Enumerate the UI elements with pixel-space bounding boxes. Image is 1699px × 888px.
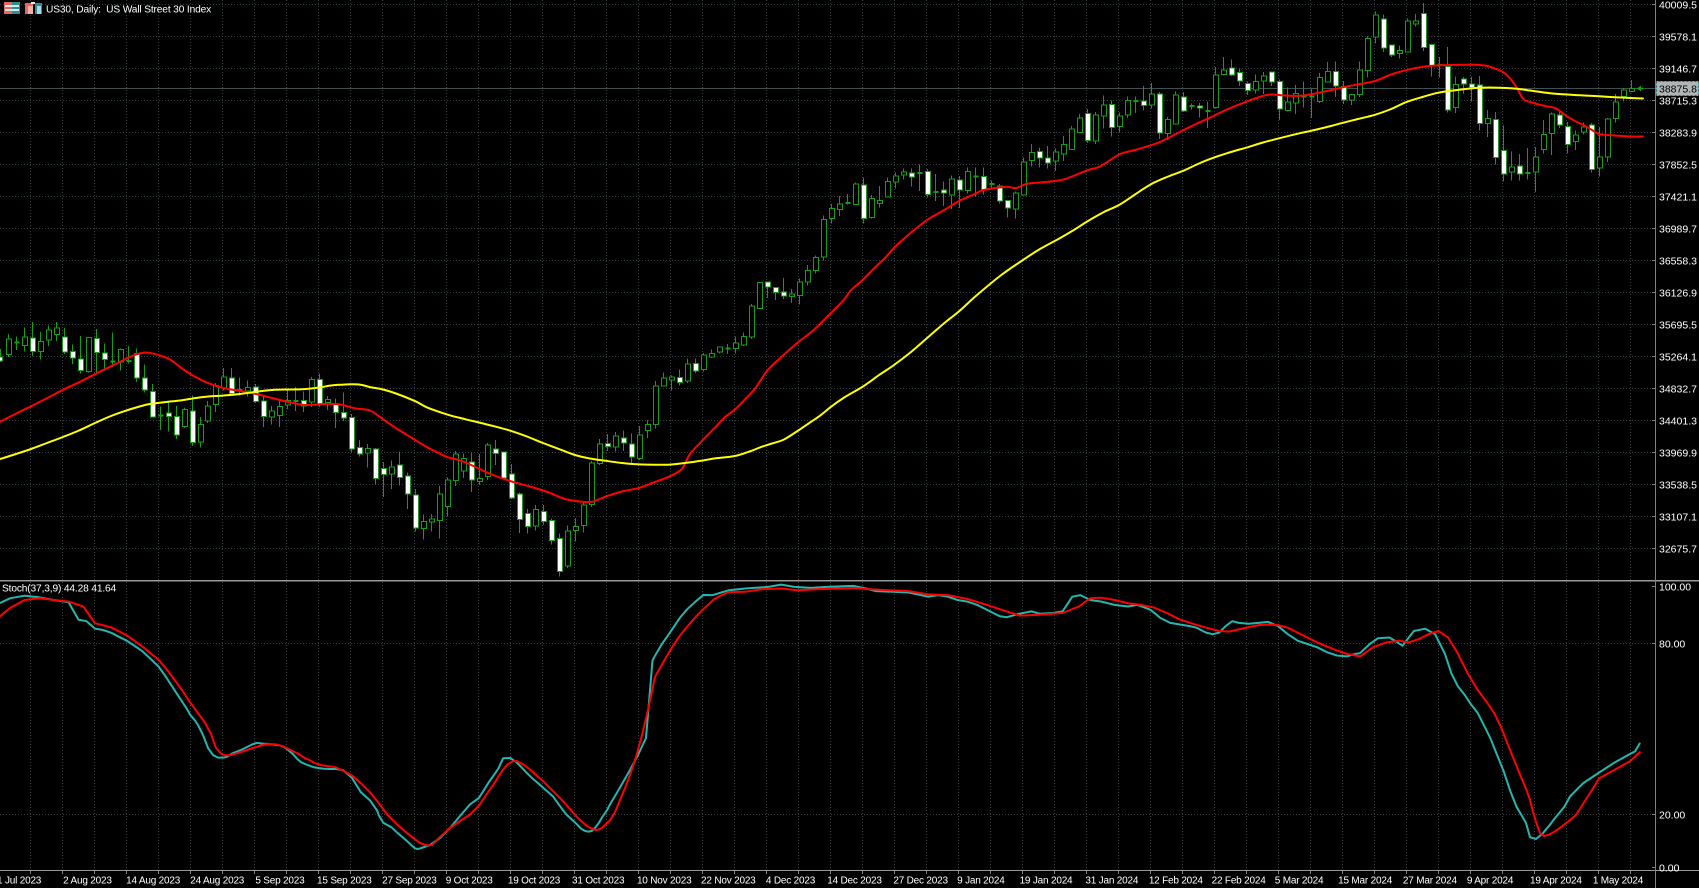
svg-text:33538.5: 33538.5 <box>1659 480 1697 492</box>
svg-text:40009.5: 40009.5 <box>1659 0 1697 12</box>
svg-text:21 Jul 2023: 21 Jul 2023 <box>0 876 42 887</box>
svg-text:35264.1: 35264.1 <box>1659 352 1697 364</box>
svg-text:80.00: 80.00 <box>1659 639 1685 651</box>
svg-text:37421.1: 37421.1 <box>1659 192 1697 204</box>
svg-text:31 Jan 2024: 31 Jan 2024 <box>1085 876 1138 887</box>
svg-text:33107.1: 33107.1 <box>1659 512 1697 524</box>
svg-text:22 Feb 2024: 22 Feb 2024 <box>1212 876 1267 887</box>
svg-text:38715.3: 38715.3 <box>1659 96 1697 108</box>
svg-text:39578.1: 39578.1 <box>1659 32 1697 44</box>
svg-text:US30, Daily: US Wall Street 3: US30, Daily: US Wall Street 30 Index <box>46 5 211 16</box>
svg-text:37852.5: 37852.5 <box>1659 160 1697 172</box>
svg-text:10 Nov 2023: 10 Nov 2023 <box>637 876 692 887</box>
svg-text:14 Dec 2023: 14 Dec 2023 <box>827 876 882 887</box>
svg-text:36558.3: 36558.3 <box>1659 256 1697 268</box>
svg-text:19 Apr 2024: 19 Apr 2024 <box>1530 876 1582 887</box>
svg-text:19 Jan 2024: 19 Jan 2024 <box>1020 876 1073 887</box>
svg-text:100.00: 100.00 <box>1659 582 1691 594</box>
svg-text:39146.7: 39146.7 <box>1659 64 1697 76</box>
svg-text:12 Feb 2024: 12 Feb 2024 <box>1149 876 1204 887</box>
svg-text:38283.9: 38283.9 <box>1659 128 1697 140</box>
svg-text:32675.7: 32675.7 <box>1659 544 1697 556</box>
svg-text:2 Aug 2023: 2 Aug 2023 <box>63 876 112 887</box>
svg-text:5 Mar 2024: 5 Mar 2024 <box>1275 876 1324 887</box>
svg-text:38875.8: 38875.8 <box>1659 84 1697 96</box>
svg-text:27 Dec 2023: 27 Dec 2023 <box>893 876 948 887</box>
svg-text:15 Sep 2023: 15 Sep 2023 <box>317 876 372 887</box>
svg-text:9 Jan 2024: 9 Jan 2024 <box>957 876 1005 887</box>
svg-text:0.00: 0.00 <box>1659 863 1680 875</box>
svg-text:5 Sep 2023: 5 Sep 2023 <box>255 876 305 887</box>
svg-text:24 Aug 2023: 24 Aug 2023 <box>190 876 245 887</box>
svg-text:34401.3: 34401.3 <box>1659 416 1697 428</box>
svg-text:33969.9: 33969.9 <box>1659 448 1697 460</box>
svg-text:35695.5: 35695.5 <box>1659 320 1697 332</box>
svg-text:Stoch(37,3,9) 44.28 41.64: Stoch(37,3,9) 44.28 41.64 <box>2 584 117 595</box>
svg-text:9 Apr 2024: 9 Apr 2024 <box>1467 876 1514 887</box>
svg-text:1 May 2024: 1 May 2024 <box>1593 876 1644 887</box>
svg-text:31 Oct 2023: 31 Oct 2023 <box>572 876 625 887</box>
svg-text:36126.9: 36126.9 <box>1659 288 1697 300</box>
svg-text:14 Aug 2023: 14 Aug 2023 <box>126 876 181 887</box>
svg-text:19 Oct 2023: 19 Oct 2023 <box>508 876 561 887</box>
svg-text:34832.7: 34832.7 <box>1659 384 1697 396</box>
svg-text:9 Oct 2023: 9 Oct 2023 <box>446 876 494 887</box>
svg-text:4 Dec 2023: 4 Dec 2023 <box>766 876 816 887</box>
svg-text:27 Mar 2024: 27 Mar 2024 <box>1403 876 1458 887</box>
svg-text:15 Mar 2024: 15 Mar 2024 <box>1338 876 1393 887</box>
svg-text:22 Nov 2023: 22 Nov 2023 <box>701 876 756 887</box>
svg-text:27 Sep 2023: 27 Sep 2023 <box>382 876 437 887</box>
svg-text:20.00: 20.00 <box>1659 810 1685 822</box>
svg-text:36989.7: 36989.7 <box>1659 224 1697 236</box>
